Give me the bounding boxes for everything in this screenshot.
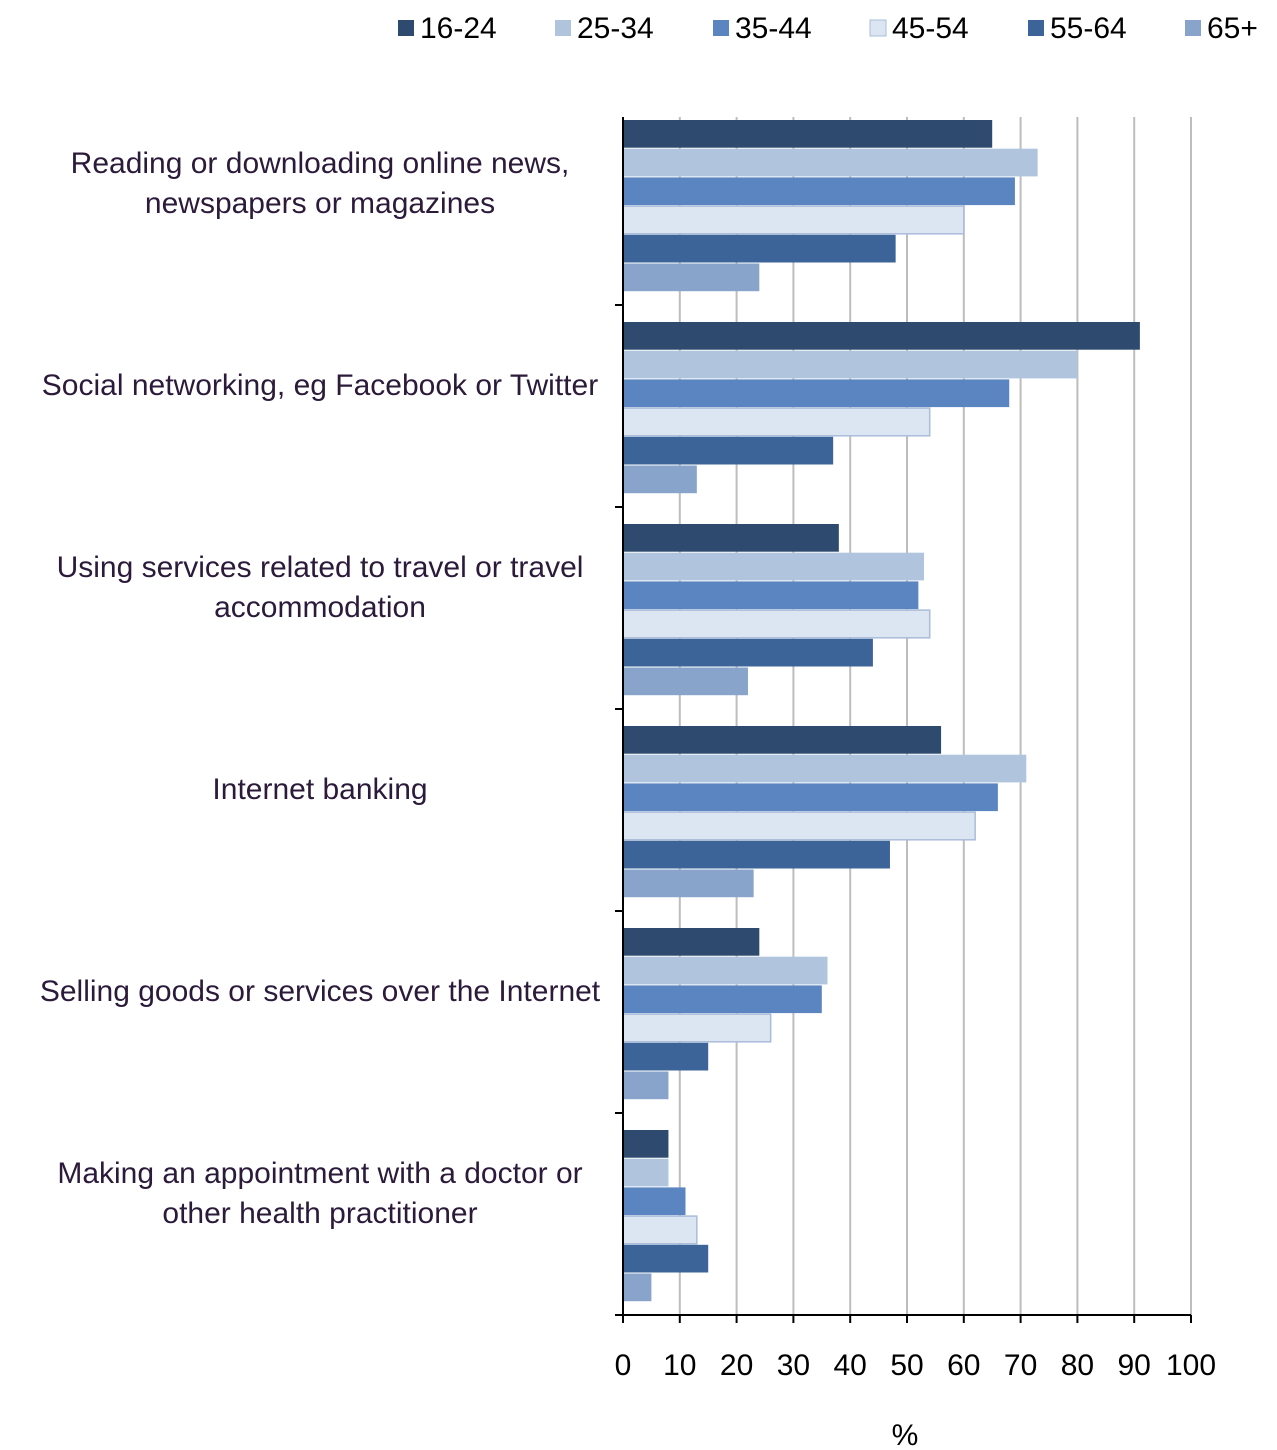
bar — [623, 754, 1027, 783]
bar — [623, 350, 1078, 379]
category-label: Selling goods or services over the Inter… — [39, 975, 601, 1009]
bar — [623, 379, 1010, 408]
bar — [622, 205, 965, 235]
category-label: Using services related to travel or trav… — [56, 551, 584, 625]
bar — [622, 1013, 772, 1043]
bar — [623, 840, 890, 869]
x-tick-label: 10 — [663, 1349, 696, 1382]
x-axis-title: % — [892, 1419, 919, 1450]
bar — [623, 783, 998, 812]
legend-label: 45-54 — [892, 12, 969, 45]
bar — [622, 609, 931, 639]
bar — [623, 581, 919, 610]
bar — [623, 120, 993, 148]
bar — [623, 465, 697, 494]
bar — [623, 552, 925, 581]
bar — [623, 667, 748, 696]
legend-label: 25-34 — [577, 12, 654, 45]
bar — [623, 956, 828, 985]
bar — [623, 1244, 709, 1273]
bar — [623, 1158, 669, 1187]
category-label: Internet banking — [212, 773, 428, 807]
bar — [623, 726, 942, 754]
bar — [623, 1071, 669, 1100]
x-tick-label: 0 — [615, 1349, 632, 1382]
bar — [623, 985, 822, 1014]
bar — [623, 1042, 709, 1071]
legend-swatch — [713, 20, 729, 36]
bar — [622, 811, 976, 841]
bar — [622, 407, 931, 437]
x-tick-label: 100 — [1166, 1349, 1216, 1382]
bar — [623, 148, 1038, 177]
category-label: Reading or downloading online news, news… — [70, 147, 570, 221]
legend-swatch — [398, 20, 414, 36]
legend-label: 16-24 — [420, 12, 497, 45]
bar — [623, 234, 896, 263]
bar — [623, 1187, 686, 1216]
legend-swatch — [555, 20, 571, 36]
bar — [623, 524, 839, 552]
x-tick-label: 90 — [1118, 1349, 1151, 1382]
bar — [623, 638, 873, 667]
category-label: Social networking, eg Facebook or Twitte… — [41, 369, 599, 403]
x-tick-label: 40 — [834, 1349, 867, 1382]
legend-label: 55-64 — [1050, 12, 1127, 45]
bar — [623, 1130, 669, 1158]
x-tick-label: 70 — [1004, 1349, 1037, 1382]
bar — [622, 1215, 698, 1245]
legend-swatch — [1028, 20, 1044, 36]
legend-label: 65+ — [1207, 12, 1258, 45]
bar — [623, 436, 834, 465]
bar — [623, 263, 760, 292]
bar — [623, 1273, 652, 1302]
legend-label: 35-44 — [735, 12, 812, 45]
x-tick-label: 30 — [777, 1349, 810, 1382]
x-tick-label: 50 — [890, 1349, 923, 1382]
bar — [623, 869, 754, 898]
category-label: Making an appointment with a doctor or o… — [57, 1157, 583, 1231]
legend-swatch — [869, 19, 887, 37]
bar — [623, 177, 1015, 206]
x-tick-label: 80 — [1061, 1349, 1094, 1382]
x-tick-label: 60 — [947, 1349, 980, 1382]
bar — [623, 322, 1140, 350]
legend-swatch — [1185, 20, 1201, 36]
bar — [623, 928, 760, 956]
x-tick-label: 20 — [720, 1349, 753, 1382]
